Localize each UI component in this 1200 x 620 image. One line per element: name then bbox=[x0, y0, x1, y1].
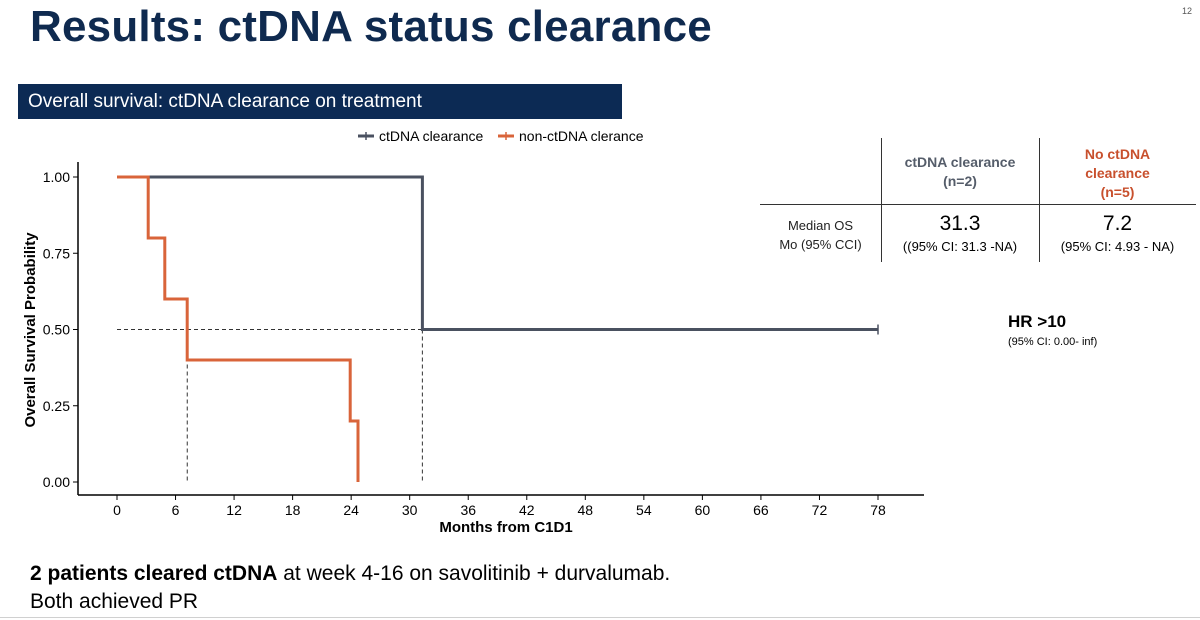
clearance-median-value: 31.3 bbox=[939, 212, 981, 235]
y-tick-label: 0.75 bbox=[43, 245, 70, 261]
x-tick-label: 72 bbox=[812, 502, 828, 518]
y-axis-title: Overall Survival Probability bbox=[22, 232, 39, 428]
km-survival-chart: 0.00 0.25 0.50 0.75 1.00 0 6 12 18 24 30 36 42 48 54 60… bbox=[22, 128, 924, 536]
hazard-ratio: HR >10 bbox=[1008, 312, 1067, 331]
x-tick-label: 18 bbox=[285, 502, 301, 518]
y-tick-label: 0.50 bbox=[43, 322, 70, 338]
table-divider bbox=[760, 204, 1196, 205]
x-tick-label: 0 bbox=[113, 502, 121, 518]
footer-summary: 2 patients cleared ctDNA at week 4-16 on… bbox=[30, 562, 670, 586]
x-tick-label: 66 bbox=[753, 502, 769, 518]
legend-label: ctDNA clearance bbox=[379, 128, 483, 144]
km-curve-clearance bbox=[117, 175, 878, 331]
table-header-no-clearance: No ctDNA clearance (n=5) bbox=[1084, 146, 1151, 200]
no-clearance-median-value: 7.2 bbox=[1102, 212, 1133, 235]
clearance-ci: ((95% CI: 31.3 -NA) bbox=[902, 239, 1018, 254]
table-header-clearance: ctDNA clearance (n=2) bbox=[904, 154, 1016, 189]
legend-label: non-ctDNA clerance bbox=[519, 128, 644, 144]
x-tick-label: 54 bbox=[636, 502, 652, 518]
table-row-label: Median OS Mo (95% CCI) bbox=[779, 218, 862, 252]
km-curve-non-clearance bbox=[117, 175, 360, 482]
table-divider bbox=[1039, 138, 1040, 262]
x-tick-label: 36 bbox=[460, 502, 476, 518]
x-tick-label: 60 bbox=[695, 502, 711, 518]
section-banner: Overall survival: ctDNA clearance on tre… bbox=[18, 84, 622, 119]
y-tick-label: 0.00 bbox=[43, 474, 70, 490]
bottom-rule bbox=[0, 617, 1200, 618]
footer-summary-bold: 2 patients cleared ctDNA bbox=[30, 562, 278, 585]
x-tick-label: 30 bbox=[402, 502, 418, 518]
hazard-ratio-ci: (95% CI: 0.00- inf) bbox=[1008, 336, 1098, 348]
x-tick-label: 12 bbox=[226, 502, 242, 518]
x-tick-label: 48 bbox=[578, 502, 594, 518]
no-clearance-ci: (95% CI: 4.93 - NA) bbox=[1060, 239, 1175, 254]
slide-title: Results: ctDNA status clearance bbox=[30, 2, 712, 51]
table-divider bbox=[881, 138, 882, 262]
x-tick-label: 6 bbox=[172, 502, 180, 518]
x-axis-title: Months from C1D1 bbox=[439, 519, 572, 536]
x-tick-label: 42 bbox=[519, 502, 535, 518]
x-tick-label: 24 bbox=[343, 502, 359, 518]
slide-number: 12 bbox=[1181, 6, 1192, 16]
footer-summary-rest: at week 4-16 on savolitinib + durvalumab… bbox=[277, 562, 671, 585]
median-os-table: ctDNA clearance (n=2) No ctDNA clearance… bbox=[760, 138, 1196, 262]
y-tick-label: 1.00 bbox=[43, 169, 70, 185]
y-tick-label: 0.25 bbox=[43, 398, 70, 414]
footer-response: Both achieved PR bbox=[30, 590, 199, 613]
x-tick-label: 78 bbox=[870, 502, 886, 518]
